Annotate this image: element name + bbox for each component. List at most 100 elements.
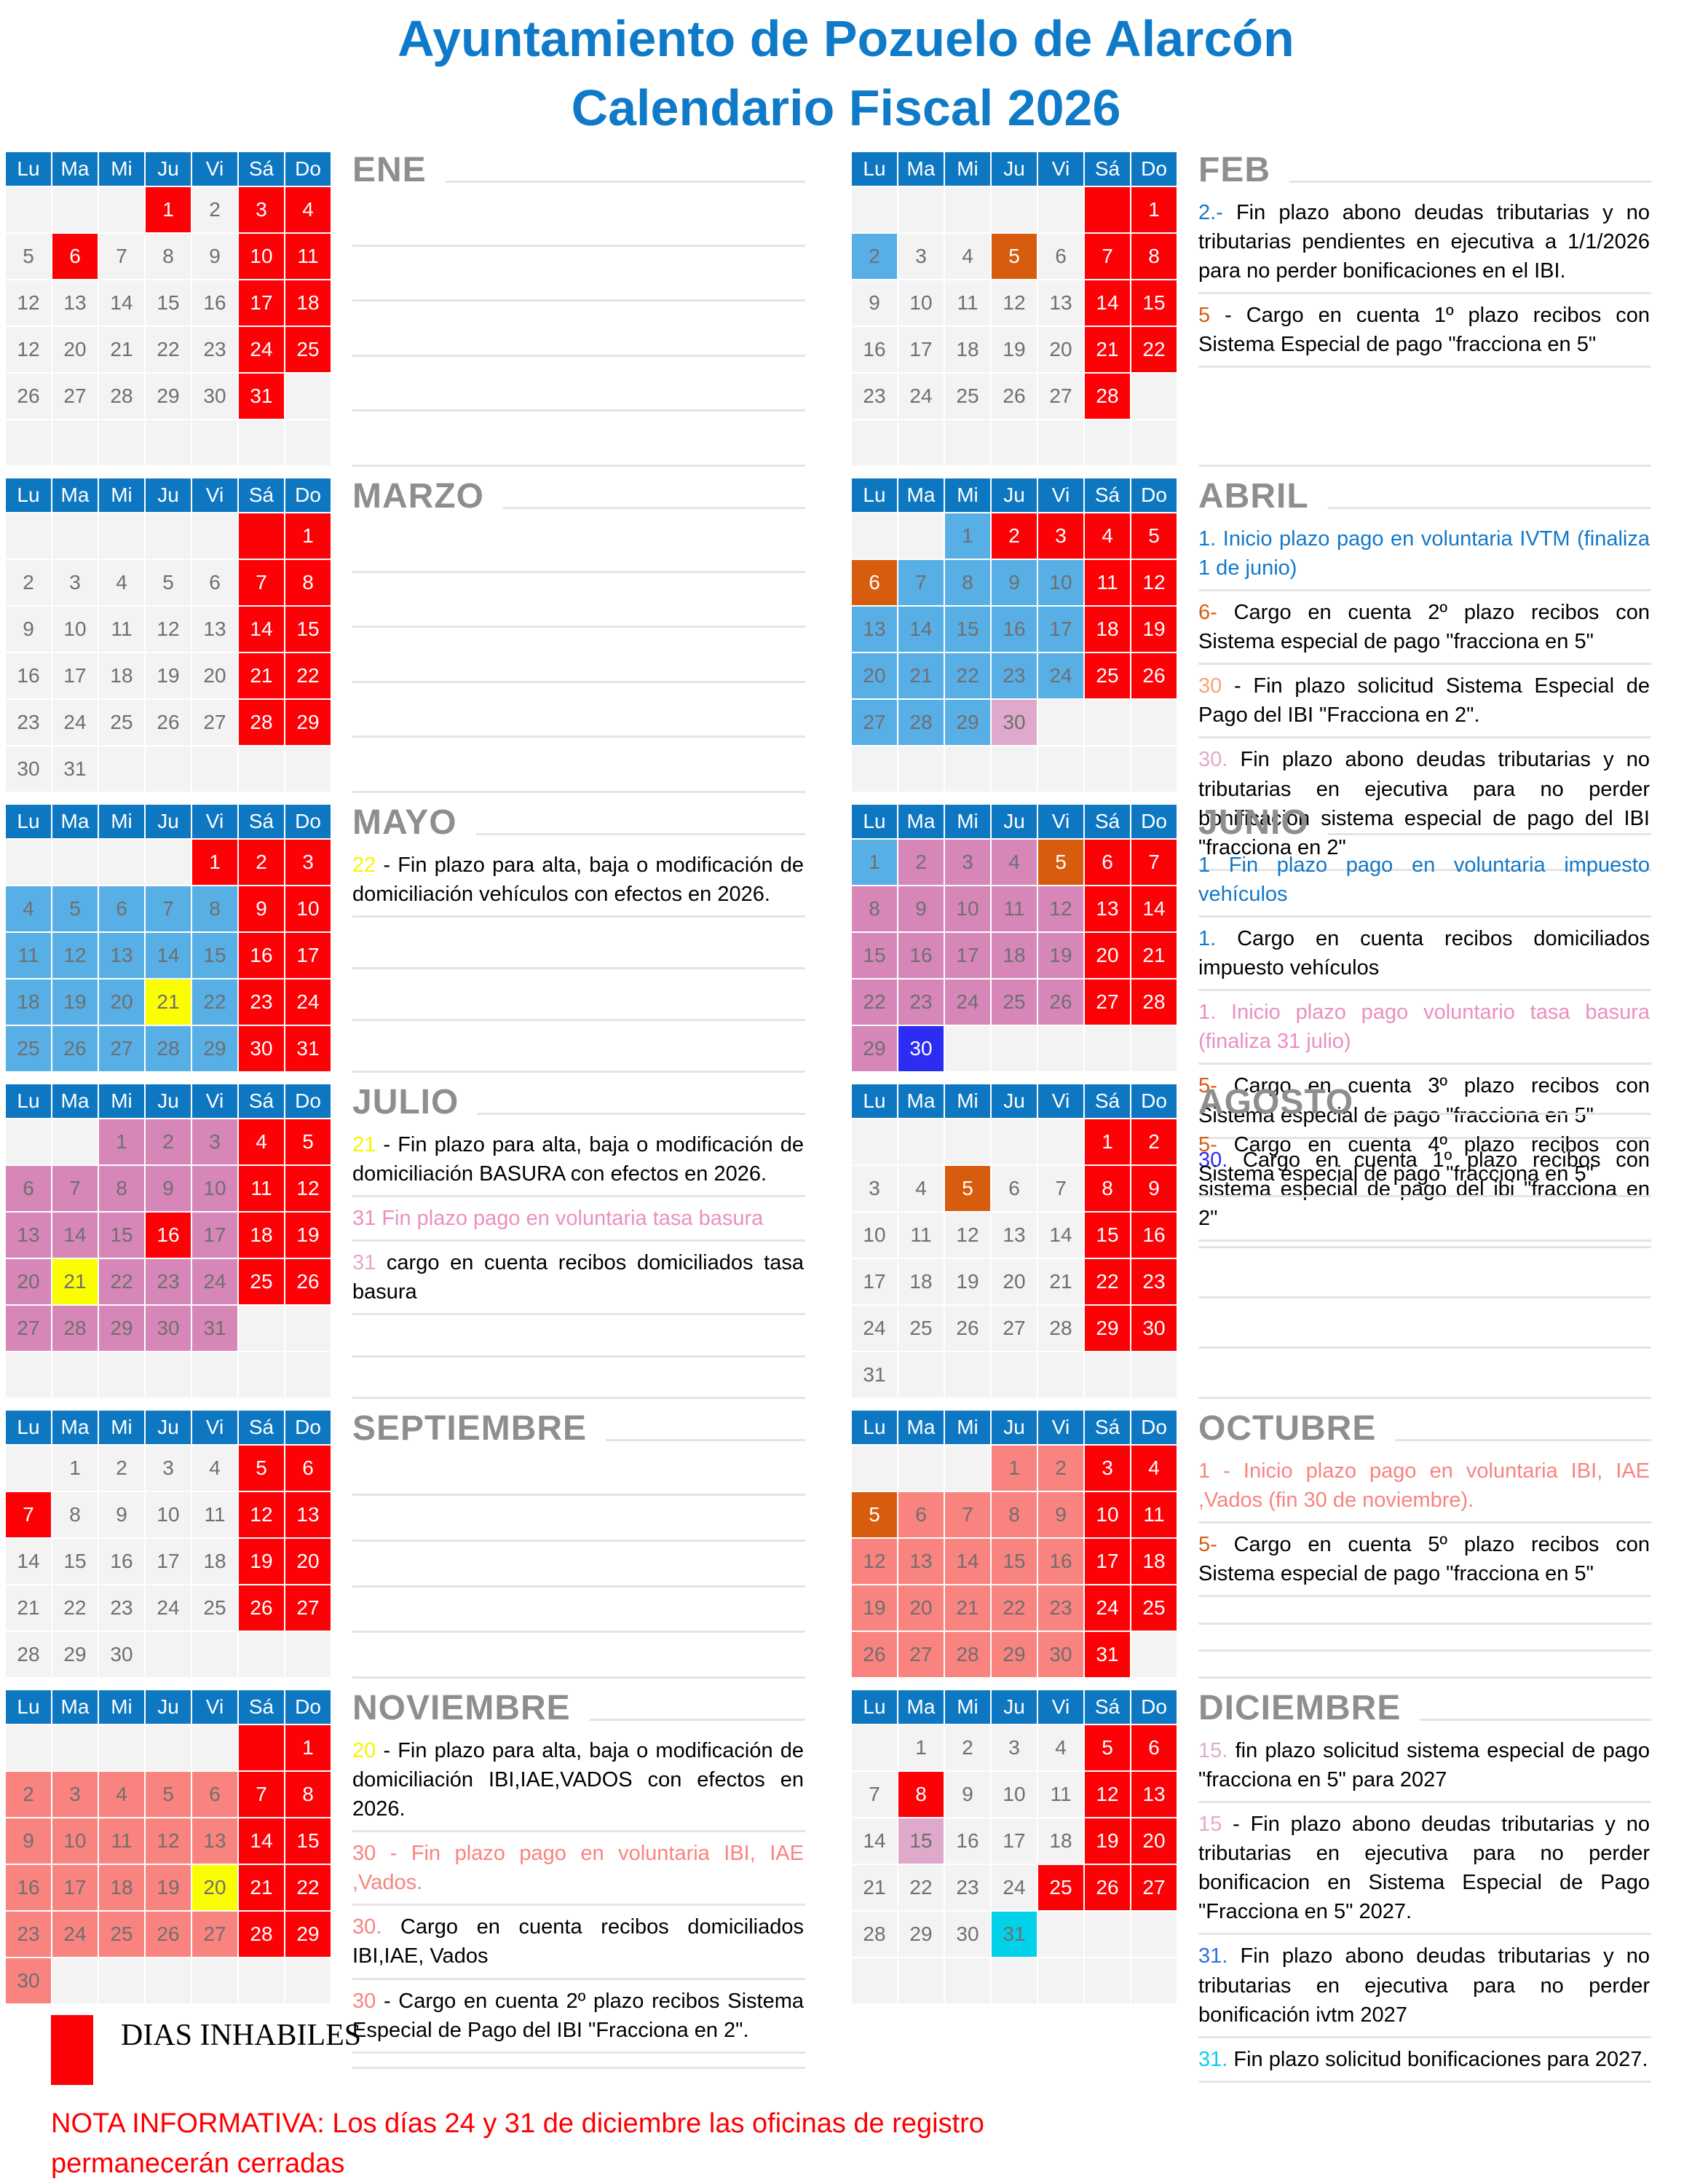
day-cell: 10 — [192, 1166, 237, 1211]
day-cell: 17 — [992, 1818, 1037, 1864]
day-cell: 6 — [192, 560, 237, 605]
legend-dias-inhabiles: DIAS INHABILES — [51, 2015, 1692, 2085]
day-cell: 10 — [285, 886, 331, 931]
day-cell — [52, 420, 98, 465]
day-cell — [99, 513, 144, 559]
day-cell: 23 — [852, 374, 897, 419]
day-cell: 24 — [992, 1865, 1037, 1910]
weekday-header: Ma — [898, 152, 944, 186]
day-cell: 12 — [146, 607, 191, 652]
day-cell: 31 — [1085, 1632, 1130, 1677]
weekday-header: Lu — [852, 805, 897, 838]
day-cell: 21 — [239, 1865, 284, 1910]
day-cell: 25 — [99, 1912, 144, 1957]
note-rule — [352, 573, 805, 628]
day-cell: 20 — [192, 1865, 237, 1910]
day-cell: 10 — [1038, 560, 1083, 605]
day-cell: 6 — [1085, 840, 1130, 885]
day-cell — [992, 1352, 1037, 1397]
weekday-header: Ma — [52, 1084, 98, 1118]
day-cell — [945, 187, 990, 232]
day-cell: 7 — [6, 1492, 51, 1537]
weekday-header: Do — [285, 478, 331, 512]
day-cell: 22 — [146, 327, 191, 372]
day-cell: 11 — [945, 280, 990, 326]
day-cell — [285, 1958, 331, 2003]
day-cell — [852, 420, 897, 465]
day-cell: 19 — [852, 1585, 897, 1631]
day-cell: 5 — [945, 1166, 990, 1211]
month-calendar-grid: Lu Ma Mi Ju Vi Sá Do 1 2 3 4 5 6 7 8 9 10 11 12 13 14 15 16 17 1… — [852, 1084, 1177, 1397]
day-cell — [992, 420, 1037, 465]
weekday-header: Ju — [992, 805, 1037, 838]
day-cell: 14 — [852, 1818, 897, 1864]
month-title-row: JUNIO — [1198, 804, 1651, 841]
month-calendar-grid: Lu Ma Mi Ju Vi Sá Do 1 2 3 4 5 6 7 8 9 10 11 12 13 14 15 16 17 1… — [852, 152, 1177, 465]
weekday-header: Mi — [945, 1084, 990, 1118]
weekday-header: Lu — [6, 1690, 51, 1724]
day-cell: 10 — [146, 1492, 191, 1537]
day-cell: 28 — [1131, 979, 1177, 1025]
day-cell: 10 — [52, 1818, 98, 1864]
day-cell: 8 — [99, 1166, 144, 1211]
day-cell: 8 — [285, 1772, 331, 1817]
day-cell — [52, 513, 98, 559]
month-notes: FEB 2.- Fin plazo abono deudas tributari… — [1198, 151, 1651, 467]
day-cell — [1038, 420, 1083, 465]
month-title-row: FEB — [1198, 151, 1651, 189]
day-cell: 18 — [239, 1213, 284, 1258]
day-cell: 22 — [898, 1865, 944, 1910]
day-cell: 29 — [992, 1632, 1037, 1677]
day-cell: 15 — [192, 933, 237, 978]
day-cell: 10 — [239, 234, 284, 279]
day-cell — [852, 1119, 897, 1164]
note-item: 30. Fin plazo abono deudas tributarias y… — [1198, 738, 1651, 871]
day-cell: 16 — [1038, 1539, 1083, 1584]
day-cell — [192, 513, 237, 559]
day-cell: 13 — [52, 280, 98, 326]
day-cell — [1038, 700, 1083, 745]
day-cell: 24 — [945, 979, 990, 1025]
day-cell: 3 — [146, 1446, 191, 1491]
weekday-header: Mi — [99, 152, 144, 186]
note-segment: 5- — [1198, 1074, 1217, 1098]
day-cell: 13 — [285, 1492, 331, 1537]
day-cell: 5 — [239, 1446, 284, 1491]
day-cell: 21 — [146, 979, 191, 1025]
day-cell — [1038, 1026, 1083, 1071]
note-item: 31 cargo en cuenta recibos domiciliados … — [352, 1242, 805, 1316]
day-cell: 7 — [239, 1772, 284, 1817]
day-cell: 22 — [992, 1585, 1037, 1631]
day-cell: 27 — [52, 374, 98, 419]
day-cell — [99, 420, 144, 465]
day-cell — [852, 1725, 897, 1770]
day-cell: 6 — [99, 886, 144, 931]
day-cell: 12 — [1038, 886, 1083, 931]
day-cell — [852, 1958, 897, 2003]
note-segment: Cargo en cuenta 5º plazo recibos con Sis… — [1198, 1533, 1650, 1586]
day-cell — [239, 1306, 284, 1351]
months-grid: Lu Ma Mi Ju Vi Sá Do 1 2 3 4 5 6 7 8 9 10 11 12 13 14 15 16 17 1… — [0, 151, 1692, 2083]
day-cell — [99, 1352, 144, 1397]
day-cell: 25 — [898, 1306, 944, 1351]
month-title-rule — [502, 507, 805, 510]
weekday-header: Sá — [239, 152, 284, 186]
weekday-header: Ma — [52, 1411, 98, 1444]
month-block-diciembre: Lu Ma Mi Ju Vi Sá Do 1 2 3 4 5 6 7 8 9 10 11 12 13 14 15 16 17 1… — [846, 1690, 1692, 2083]
day-cell: 8 — [898, 1772, 944, 1817]
day-cell: 16 — [192, 280, 237, 326]
month-title: MAYO — [352, 803, 457, 842]
weekday-header: Sá — [239, 1690, 284, 1724]
day-cell: 29 — [99, 1306, 144, 1351]
day-cell: 8 — [285, 560, 331, 605]
day-cell: 6 — [898, 1492, 944, 1537]
day-cell — [1131, 420, 1177, 465]
month-title-row: NOVIEMBRE — [352, 1690, 805, 1727]
day-cell: 19 — [52, 979, 98, 1025]
weekday-header: Sá — [239, 1411, 284, 1444]
day-cell: 21 — [239, 653, 284, 698]
month-block-marzo: Lu Ma Mi Ju Vi Sá Do 1 2 3 4 5 6 7 8 9 10 11 12 13 14 15 16 17 1… — [0, 478, 846, 793]
day-cell: 5 — [52, 886, 98, 931]
day-cell: 5 — [146, 560, 191, 605]
day-cell: 2 — [992, 513, 1037, 559]
